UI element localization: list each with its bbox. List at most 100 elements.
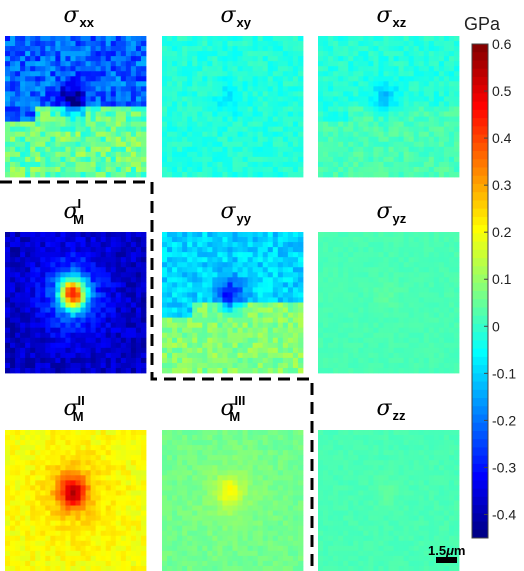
heatmap-cell xyxy=(55,86,61,92)
heatmap-cell xyxy=(20,131,26,138)
heatmap-cell xyxy=(423,56,430,62)
heatmap-cell xyxy=(358,287,364,293)
heatmap-cell xyxy=(50,287,56,293)
heatmap-cell xyxy=(95,267,102,273)
heatmap-cell xyxy=(125,302,132,308)
heatmap-cell xyxy=(85,357,92,364)
heatmap-cell xyxy=(378,282,384,288)
heatmap-cell xyxy=(85,106,92,112)
heatmap-cell xyxy=(282,247,289,253)
heatmap-cell xyxy=(177,96,183,102)
heatmap-cell xyxy=(182,41,188,47)
heatmap-cell xyxy=(70,106,76,112)
heatmap-cell xyxy=(413,136,420,143)
heatmap-cell xyxy=(15,76,21,82)
heatmap-cell xyxy=(333,166,339,173)
panel-title: σxy xyxy=(221,3,252,30)
heatmap-cell xyxy=(100,76,107,82)
heatmap-cell xyxy=(292,237,299,243)
heatmap-cell xyxy=(125,287,132,293)
heatmap-cell xyxy=(140,445,147,451)
heatmap-cell xyxy=(105,51,112,57)
heatmap-cell xyxy=(318,247,324,253)
heatmap-cell xyxy=(378,237,384,243)
heatmap-cell xyxy=(398,342,405,349)
heatmap-cell xyxy=(398,262,405,268)
heatmap-cell xyxy=(182,86,188,92)
heatmap-cell xyxy=(25,455,31,461)
panel-title-subscript: yz xyxy=(393,211,407,226)
heatmap-cell xyxy=(202,51,208,57)
heatmap-cell xyxy=(353,342,359,349)
heatmap-cell xyxy=(5,51,11,57)
heatmap-cell xyxy=(423,292,430,298)
heatmap-cell xyxy=(433,106,440,112)
heatmap-cell xyxy=(418,131,425,138)
heatmap-cell xyxy=(55,337,61,344)
heatmap-cell xyxy=(135,267,142,273)
heatmap-cell xyxy=(393,257,399,263)
heatmap-cell xyxy=(272,66,279,72)
heatmap-cell xyxy=(338,237,344,243)
heatmap-cell xyxy=(207,61,213,67)
heatmap-cell xyxy=(85,252,92,258)
heatmap-cell xyxy=(167,232,173,238)
heatmap-cell xyxy=(120,435,127,441)
heatmap-cell xyxy=(212,96,218,102)
heatmap-cell xyxy=(333,71,339,77)
heatmap-cell xyxy=(125,116,132,123)
heatmap-cell xyxy=(297,86,304,92)
heatmap-cell xyxy=(262,121,269,128)
heatmap-cell xyxy=(252,46,259,52)
heatmap-cell xyxy=(343,156,349,163)
heatmap-cell xyxy=(5,76,11,82)
heatmap-cell xyxy=(408,66,415,72)
heatmap-cell xyxy=(318,272,324,278)
heatmap-cell xyxy=(90,51,97,57)
heatmap-cell xyxy=(343,297,349,303)
heatmap-cell xyxy=(120,166,127,173)
heatmap-cell xyxy=(140,91,147,97)
heatmap-cell xyxy=(212,307,218,313)
heatmap-cell xyxy=(187,247,193,253)
panel-title: σyy xyxy=(221,199,252,226)
heatmap-cell xyxy=(318,277,324,283)
heatmap-cell xyxy=(252,166,259,173)
heatmap-cell xyxy=(130,156,137,163)
heatmap-cell xyxy=(105,36,112,42)
heatmap-cell xyxy=(192,131,198,138)
heatmap-cell xyxy=(373,252,379,258)
heatmap-cell xyxy=(267,136,274,143)
heatmap-cell xyxy=(328,367,334,374)
heatmap-cell xyxy=(358,96,364,102)
heatmap-cell xyxy=(70,342,76,349)
heatmap-cell xyxy=(388,297,394,303)
heatmap-cell xyxy=(192,46,198,52)
heatmap-cell xyxy=(140,41,147,47)
heatmap-cell xyxy=(197,71,203,77)
heatmap-cell xyxy=(242,161,249,168)
heatmap-cell xyxy=(403,91,410,97)
heatmap-cell xyxy=(333,282,339,288)
heatmap-cell xyxy=(448,86,455,92)
heatmap-cell xyxy=(217,111,223,117)
heatmap-cell xyxy=(328,267,334,273)
heatmap-cell xyxy=(202,302,208,308)
heatmap-cell xyxy=(413,51,420,57)
heatmap-cell xyxy=(292,91,299,97)
heatmap-cell xyxy=(172,71,178,77)
heatmap-cell xyxy=(105,317,112,324)
heatmap-cell xyxy=(227,257,233,263)
heatmap-cell xyxy=(353,121,359,128)
heatmap-cell xyxy=(55,41,61,47)
heatmap-cell xyxy=(292,111,299,117)
heatmap-cell xyxy=(130,262,137,268)
heatmap-cell xyxy=(252,126,259,133)
heatmap-cell xyxy=(125,352,132,359)
heatmap-cell xyxy=(105,121,112,128)
heatmap-cell xyxy=(222,121,228,128)
heatmap-cell xyxy=(272,302,279,308)
heatmap-cell xyxy=(172,257,178,263)
heatmap-cell xyxy=(453,121,460,128)
heatmap-cell xyxy=(5,465,11,471)
